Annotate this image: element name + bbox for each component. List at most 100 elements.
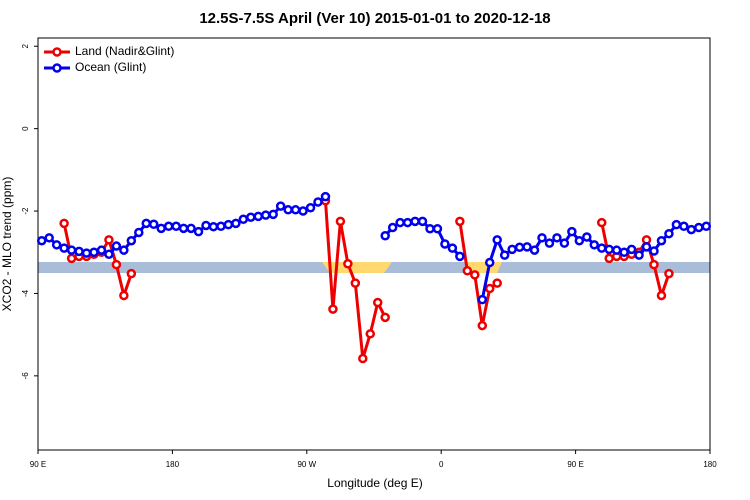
x-tick-label: 0 xyxy=(439,460,444,469)
point xyxy=(208,221,219,232)
point xyxy=(529,245,540,255)
point xyxy=(44,233,54,243)
point xyxy=(514,242,525,253)
point xyxy=(36,235,47,246)
point xyxy=(163,221,174,232)
point xyxy=(126,235,137,246)
point xyxy=(216,221,226,232)
point xyxy=(358,353,368,364)
point xyxy=(350,278,361,288)
point xyxy=(171,221,181,232)
point xyxy=(119,245,129,255)
point xyxy=(626,244,637,255)
point xyxy=(417,216,428,227)
point xyxy=(701,221,712,232)
point xyxy=(596,217,607,228)
point xyxy=(372,297,383,308)
point xyxy=(432,224,443,234)
point xyxy=(298,206,308,216)
point xyxy=(223,219,234,230)
point xyxy=(51,240,62,250)
point xyxy=(470,270,480,280)
point xyxy=(186,223,196,234)
point xyxy=(380,312,390,323)
point xyxy=(141,218,152,229)
band-patch xyxy=(322,262,392,273)
plot-frame xyxy=(37,37,711,451)
point xyxy=(119,290,129,301)
point xyxy=(477,294,488,305)
point xyxy=(522,242,532,252)
point xyxy=(447,243,458,253)
y-tick-label: -6 xyxy=(21,372,30,380)
point xyxy=(410,216,420,227)
point xyxy=(126,268,137,279)
point xyxy=(74,246,84,257)
point xyxy=(59,243,69,253)
x-tick-label: 90 E xyxy=(30,460,46,469)
point xyxy=(492,235,502,245)
point xyxy=(104,249,114,260)
point xyxy=(246,212,256,222)
point xyxy=(462,266,473,276)
point xyxy=(537,233,547,243)
y-tick-label: 2 xyxy=(21,43,30,48)
point xyxy=(440,239,450,249)
point xyxy=(664,268,674,279)
point xyxy=(66,245,77,255)
point xyxy=(290,205,301,215)
x-tick-label: 90 E xyxy=(567,460,583,469)
point xyxy=(253,211,264,222)
chart-title: 12.5S-7.5S April (Ver 10) 2015-01-01 to … xyxy=(199,10,550,27)
point xyxy=(313,197,323,207)
point xyxy=(604,244,614,255)
point xyxy=(283,205,293,215)
y-axis-label: XCO2 - MLO trend (ppm) xyxy=(0,177,14,312)
point xyxy=(193,226,204,237)
point xyxy=(679,221,689,232)
point xyxy=(111,259,122,270)
x-tick-label: 90 W xyxy=(297,460,316,469)
point xyxy=(402,217,413,228)
point xyxy=(387,222,398,233)
point xyxy=(365,329,376,339)
point xyxy=(671,219,682,230)
point xyxy=(641,242,652,252)
point xyxy=(320,191,331,202)
legend-label: Land (Nadir&Glint) xyxy=(75,44,174,58)
point xyxy=(649,259,659,270)
legend-marker xyxy=(52,47,62,57)
point xyxy=(499,250,510,260)
point xyxy=(649,246,659,256)
point xyxy=(231,218,241,229)
point xyxy=(634,250,644,260)
point xyxy=(477,320,488,331)
point xyxy=(380,231,390,241)
point xyxy=(305,202,316,213)
point xyxy=(552,233,562,243)
point xyxy=(395,217,405,228)
point xyxy=(104,235,114,245)
x-axis-label: Longitude (deg E) xyxy=(327,476,422,490)
point xyxy=(656,235,667,246)
point xyxy=(328,304,338,314)
point xyxy=(59,218,69,229)
point xyxy=(66,253,77,264)
point xyxy=(656,290,667,301)
y-tick-label: -4 xyxy=(21,289,30,297)
point xyxy=(111,241,122,251)
y-tick-label: 0 xyxy=(21,126,30,131)
y-tick-label: -2 xyxy=(21,207,30,215)
point xyxy=(96,245,107,255)
point xyxy=(156,223,166,234)
point xyxy=(455,251,465,262)
point xyxy=(148,219,159,229)
point xyxy=(484,257,495,268)
legend-label: Ocean (Glint) xyxy=(75,60,146,74)
point xyxy=(268,209,278,220)
land-band xyxy=(38,262,710,273)
point xyxy=(178,223,189,234)
point xyxy=(596,243,607,253)
x-tick-label: 180 xyxy=(166,460,180,469)
